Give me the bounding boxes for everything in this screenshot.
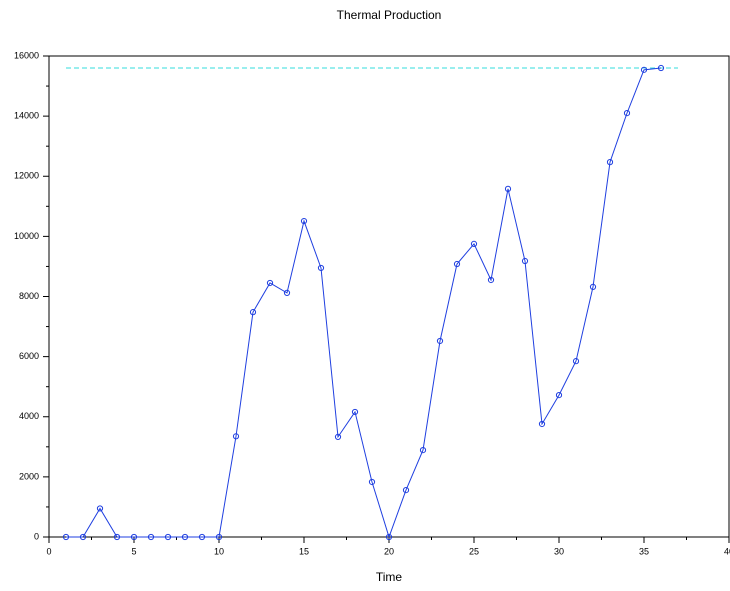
data-point <box>249 309 257 316</box>
x-tick-label: 30 <box>554 546 564 556</box>
data-point <box>215 533 223 541</box>
y-tick-label: 4000 <box>19 411 39 421</box>
data-point <box>62 533 70 541</box>
data-point <box>436 337 444 345</box>
data-point <box>283 289 291 296</box>
x-tick-label: 35 <box>639 546 649 556</box>
data-point <box>351 408 359 416</box>
data-point <box>232 433 240 440</box>
data-point <box>300 217 308 225</box>
data-point <box>606 159 614 166</box>
data-point <box>79 533 87 541</box>
data-point <box>453 260 461 268</box>
data-point <box>130 533 138 541</box>
x-tick-label: 20 <box>384 546 394 556</box>
x-tick-label: 5 <box>131 546 136 556</box>
data-point <box>198 533 206 541</box>
data-point <box>623 110 631 117</box>
chart-title: Thermal Production <box>337 8 442 22</box>
y-tick-label: 16000 <box>14 50 39 60</box>
y-tick-label: 6000 <box>19 351 39 361</box>
y-tick-label: 2000 <box>19 471 39 481</box>
data-point <box>470 240 478 247</box>
data-point <box>640 66 648 73</box>
data-point <box>402 487 410 494</box>
data-point <box>504 185 512 192</box>
data-point <box>96 505 104 512</box>
y-tick-label: 12000 <box>14 171 39 181</box>
x-tick-label: 15 <box>299 546 309 556</box>
data-point <box>334 433 342 440</box>
x-tick-label: 25 <box>469 546 479 556</box>
data-point <box>266 279 274 287</box>
data-point <box>113 533 121 541</box>
data-point <box>538 420 546 428</box>
data-point <box>385 533 393 541</box>
data-line <box>66 67 662 539</box>
y-tick-label: 8000 <box>19 291 39 301</box>
x-tick-label: 0 <box>46 546 51 556</box>
data-point <box>572 358 580 365</box>
data-point <box>164 533 172 541</box>
x-tick-label: 10 <box>214 546 224 556</box>
data-point <box>555 392 563 399</box>
data-point <box>487 276 495 284</box>
x-axis-label: Time <box>376 570 403 584</box>
data-point <box>657 64 665 72</box>
y-tick-label: 10000 <box>14 231 39 241</box>
data-point <box>181 533 189 541</box>
x-tick-label: 40 <box>724 546 730 556</box>
data-point <box>317 264 325 272</box>
y-tick-label: 0 <box>34 531 39 541</box>
data-point <box>589 283 597 290</box>
data-point <box>521 257 529 265</box>
y-tick-label: 14000 <box>14 111 39 121</box>
data-point <box>368 478 376 486</box>
data-point <box>147 533 155 541</box>
data-point <box>419 447 427 454</box>
plot-frame <box>48 55 730 538</box>
